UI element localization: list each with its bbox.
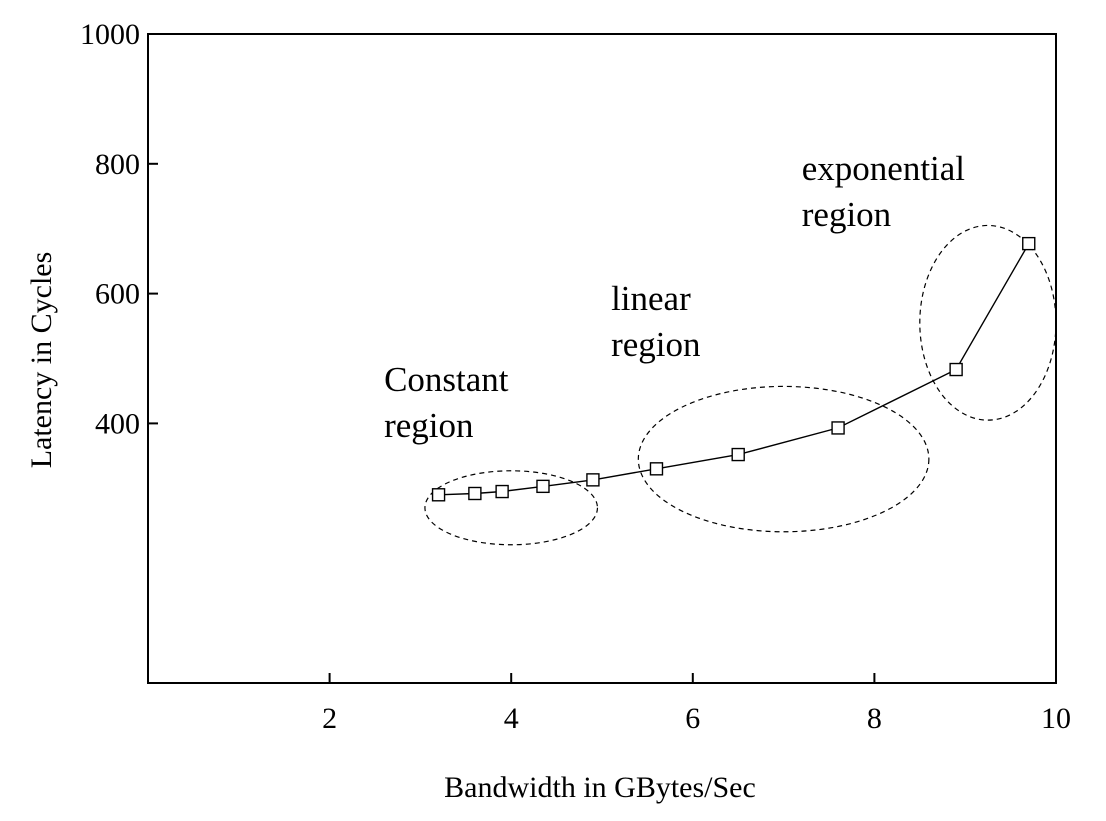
- data-point-marker: [586, 473, 600, 487]
- data-point-marker: [536, 479, 550, 494]
- region-annotations: Constant region linear region exponential reg…: [384, 149, 965, 445]
- region-ellipse: [919, 224, 1057, 421]
- y-tick-label: 600: [95, 278, 140, 311]
- data-point-marker: [468, 486, 482, 501]
- y-tick-label: 400: [95, 407, 140, 440]
- data-point-marker: [731, 447, 745, 462]
- data-point-marker: [495, 484, 509, 499]
- data-point-marker: [831, 421, 845, 435]
- data-point-marker: [949, 362, 963, 377]
- region-ellipses: [424, 224, 1057, 546]
- y-tick-label: 1000: [80, 18, 140, 51]
- data-point-marker: [1022, 236, 1036, 251]
- x-tick-label: 4: [504, 702, 519, 735]
- x-axis-title: Bandwidth in GBytes/Sec: [444, 771, 756, 804]
- region-annotation-label: exponential region: [802, 149, 966, 234]
- y-tick-label: 800: [95, 148, 140, 181]
- y-axis-title: Latency in Cycles: [25, 252, 58, 469]
- x-tick-label: 10: [1041, 702, 1071, 735]
- region-annotation-label: linear region: [611, 279, 700, 364]
- x-tick-label: 6: [685, 702, 700, 735]
- data-point-marker: [431, 488, 446, 502]
- region-ellipse: [424, 470, 599, 546]
- data-point-marker: [649, 462, 664, 476]
- series-markers: [431, 236, 1036, 502]
- region-annotation-label: Constant region: [384, 360, 509, 445]
- plot-area-frame: [147, 33, 1057, 684]
- series-line: [438, 243, 1030, 496]
- y-axis-ticks: 400 600 800 1000: [80, 18, 158, 440]
- x-axis-ticks: 2 4 6 8 10: [322, 673, 1071, 735]
- x-tick-label: 2: [322, 702, 337, 735]
- region-ellipse: [637, 385, 930, 533]
- x-tick-label: 8: [867, 702, 882, 735]
